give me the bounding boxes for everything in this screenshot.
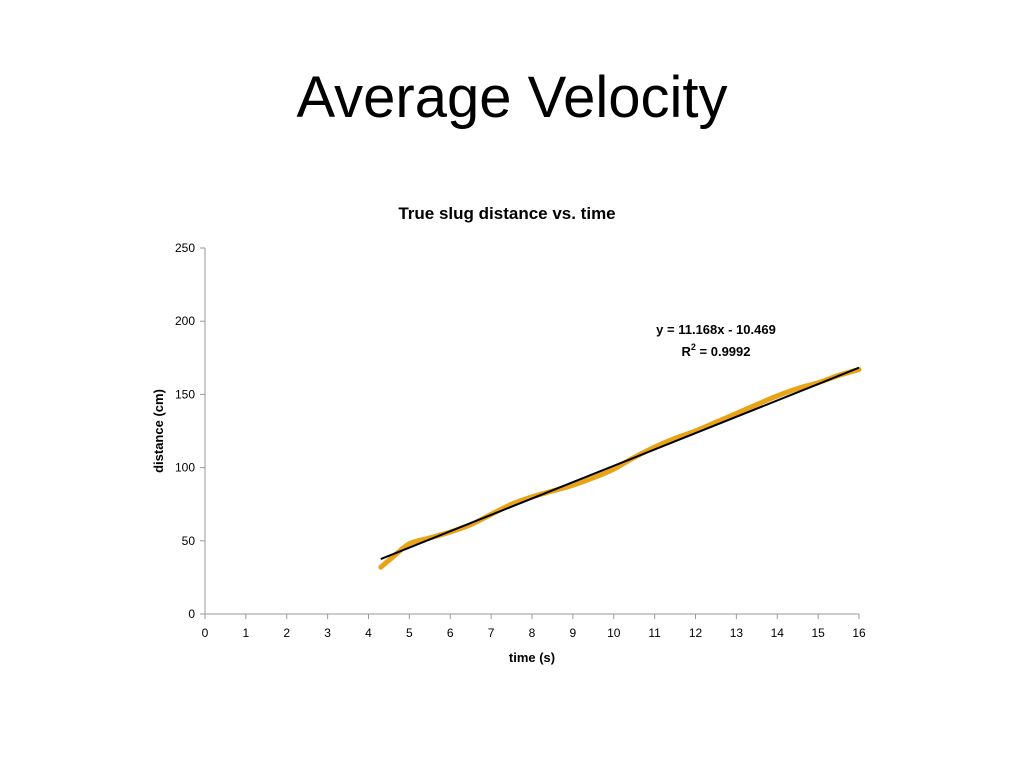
x-tick-label: 5 bbox=[406, 626, 413, 640]
trendline-r-squared: R2 = 0.9992 bbox=[682, 342, 751, 359]
x-tick-label: 6 bbox=[447, 626, 454, 640]
y-tick-label: 200 bbox=[175, 314, 195, 328]
x-tick-label: 15 bbox=[811, 626, 825, 640]
chart-title: True slug distance vs. time bbox=[398, 204, 615, 223]
x-tick-label: 11 bbox=[648, 626, 661, 640]
y-tick-label: 50 bbox=[182, 534, 196, 548]
trendline bbox=[380, 366, 860, 560]
x-tick-label: 16 bbox=[852, 626, 866, 640]
y-tick-label: 0 bbox=[188, 607, 195, 621]
x-tick-label: 7 bbox=[488, 626, 495, 640]
y-tick-label: 150 bbox=[175, 387, 195, 401]
r-squared-superscript: 2 bbox=[691, 342, 696, 352]
x-tick-label: 12 bbox=[689, 626, 703, 640]
r-squared-value: = 0.9992 bbox=[696, 344, 751, 359]
series-layer bbox=[378, 367, 862, 570]
x-tick-label: 4 bbox=[365, 626, 372, 640]
trendline-layer bbox=[380, 366, 860, 560]
r-squared-prefix: R bbox=[682, 344, 692, 359]
series-line bbox=[378, 367, 862, 570]
x-tick-label: 8 bbox=[529, 626, 536, 640]
x-tick-label: 9 bbox=[570, 626, 577, 640]
slide-title: Average Velocity bbox=[296, 65, 728, 130]
x-tick-label: 3 bbox=[324, 626, 331, 640]
y-tick-label: 100 bbox=[175, 461, 195, 475]
trendline-equation: y = 11.168x - 10.469 bbox=[656, 322, 776, 337]
x-tick-label: 0 bbox=[202, 626, 209, 640]
x-axis-label: time (s) bbox=[509, 650, 555, 665]
y-tick-label: 250 bbox=[175, 241, 195, 255]
x-tick-label: 2 bbox=[283, 626, 290, 640]
y-axis-label: distance (cm) bbox=[151, 389, 166, 473]
x-tick-label: 10 bbox=[607, 626, 621, 640]
x-tick-label: 14 bbox=[771, 626, 785, 640]
x-tick-label: 13 bbox=[730, 626, 744, 640]
x-tick-label: 1 bbox=[243, 626, 250, 640]
